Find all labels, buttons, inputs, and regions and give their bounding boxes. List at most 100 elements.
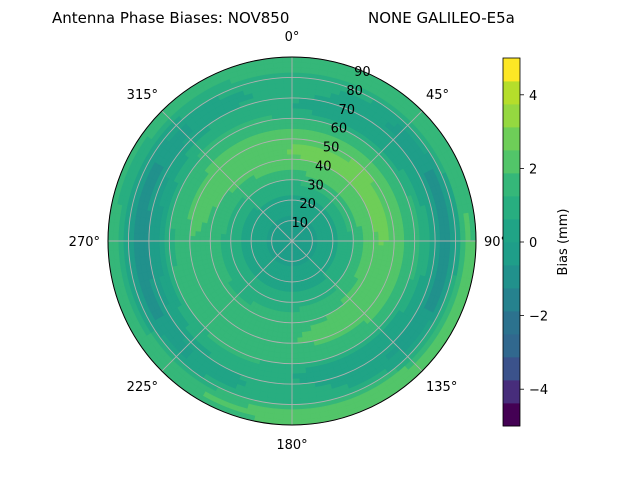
contour-cell: [296, 143, 303, 150]
contour-cell: [465, 240, 472, 251]
contour-cell: [281, 332, 288, 339]
contour-cell: [280, 342, 287, 349]
contour-cell: [388, 229, 395, 237]
colorbar-segment: [503, 311, 520, 335]
contour-cell: [199, 235, 206, 242]
contour-cell: [373, 236, 380, 242]
contour-cell: [280, 133, 287, 140]
contour-cell: [287, 169, 293, 175]
contour-cell: [282, 66, 293, 73]
contour-cell: [383, 240, 390, 247]
contour-cell: [286, 332, 293, 339]
contour-cell: [283, 77, 293, 84]
contour-cell: [298, 367, 307, 375]
contour-cell: [283, 82, 293, 89]
contour-cell: [281, 143, 288, 150]
contour-cell: [158, 240, 165, 249]
contour-cell: [279, 128, 287, 135]
contour-cell: [291, 373, 300, 380]
contour-cell: [383, 230, 390, 237]
contour-cell: [373, 231, 380, 238]
contour-cell: [209, 236, 216, 242]
angular-tick-label: 270°: [69, 235, 100, 250]
contour-cell: [419, 233, 426, 242]
contour-cell: [133, 240, 140, 250]
contour-cell: [179, 228, 186, 236]
contour-cell: [138, 240, 145, 250]
contour-cell: [286, 138, 293, 145]
angular-tick-label: 0°: [285, 30, 300, 45]
colorbar-tick-label: 4: [529, 89, 537, 104]
colorbar-tick-label: −2: [529, 310, 548, 325]
contour-cell: [282, 419, 293, 425]
colorbar-segment: [503, 288, 520, 312]
contour-cell: [284, 169, 289, 176]
contour-cell: [398, 246, 405, 254]
contour-cell: [378, 235, 385, 242]
contour-cell: [285, 128, 293, 135]
contour-cell: [184, 240, 191, 247]
contour-cell: [179, 246, 186, 254]
contour-cell: [300, 326, 307, 333]
contour-cell: [283, 388, 293, 395]
contour-cell: [291, 307, 297, 313]
contour-cell: [352, 237, 359, 242]
contour-cell: [296, 327, 302, 334]
contour-cell: [288, 179, 293, 186]
contour-cell: [284, 97, 293, 104]
contour-cell: [277, 367, 286, 375]
contour-cell: [163, 233, 170, 242]
contour-cell: [295, 322, 302, 329]
contour-cell: [284, 378, 293, 385]
contour-cell: [298, 107, 307, 115]
contour-cell: [199, 231, 206, 237]
colorbar-segment: [503, 334, 520, 358]
contour-cell: [414, 233, 421, 242]
contour-cell: [158, 247, 166, 256]
contour-cell: [277, 102, 286, 110]
colorbar-tick-label: −4: [529, 383, 548, 398]
contour-cell: [291, 66, 302, 73]
contour-cell: [291, 138, 298, 145]
contour-cell: [282, 148, 288, 155]
contour-cell: [291, 148, 298, 155]
contour-cell: [291, 82, 301, 89]
contour-cell: [277, 107, 286, 115]
contour-cell: [275, 82, 285, 89]
contour-cell: [424, 240, 431, 249]
contour-cell: [378, 245, 385, 251]
contour-cell: [393, 246, 400, 253]
contour-cell: [291, 322, 297, 329]
contour-cell: [434, 232, 441, 242]
contour-cell: [128, 240, 135, 250]
contour-cell: [220, 244, 227, 249]
contour-cell: [388, 245, 395, 253]
contour-cell: [286, 143, 293, 150]
contour-cell: [282, 153, 289, 160]
colorbar-segment: [503, 265, 520, 289]
contour-cell: [297, 133, 304, 140]
contour-cell: [287, 153, 293, 160]
contour-cell: [299, 393, 309, 400]
contour-cell: [291, 133, 298, 140]
colorbar-segment: [503, 173, 520, 197]
contour-cell: [403, 234, 410, 242]
contour-cell: [291, 92, 301, 99]
contour-cell: [418, 247, 426, 256]
contour-cell: [465, 231, 472, 242]
contour-cell: [285, 347, 293, 354]
contour-cell: [117, 231, 124, 242]
contour-cell: [288, 174, 293, 181]
contour-cell: [138, 224, 145, 234]
contour-cell: [291, 347, 299, 354]
contour-cell: [283, 159, 289, 166]
contour-cell: [282, 404, 293, 410]
contour-cell: [449, 240, 456, 250]
contour-cell: [189, 240, 196, 247]
contour-cell: [460, 231, 467, 242]
contour-cell: [414, 240, 421, 249]
contour-cell: [284, 174, 290, 181]
contour-cell: [133, 232, 140, 242]
contour-cell: [209, 240, 216, 246]
contour-cell: [153, 240, 160, 249]
